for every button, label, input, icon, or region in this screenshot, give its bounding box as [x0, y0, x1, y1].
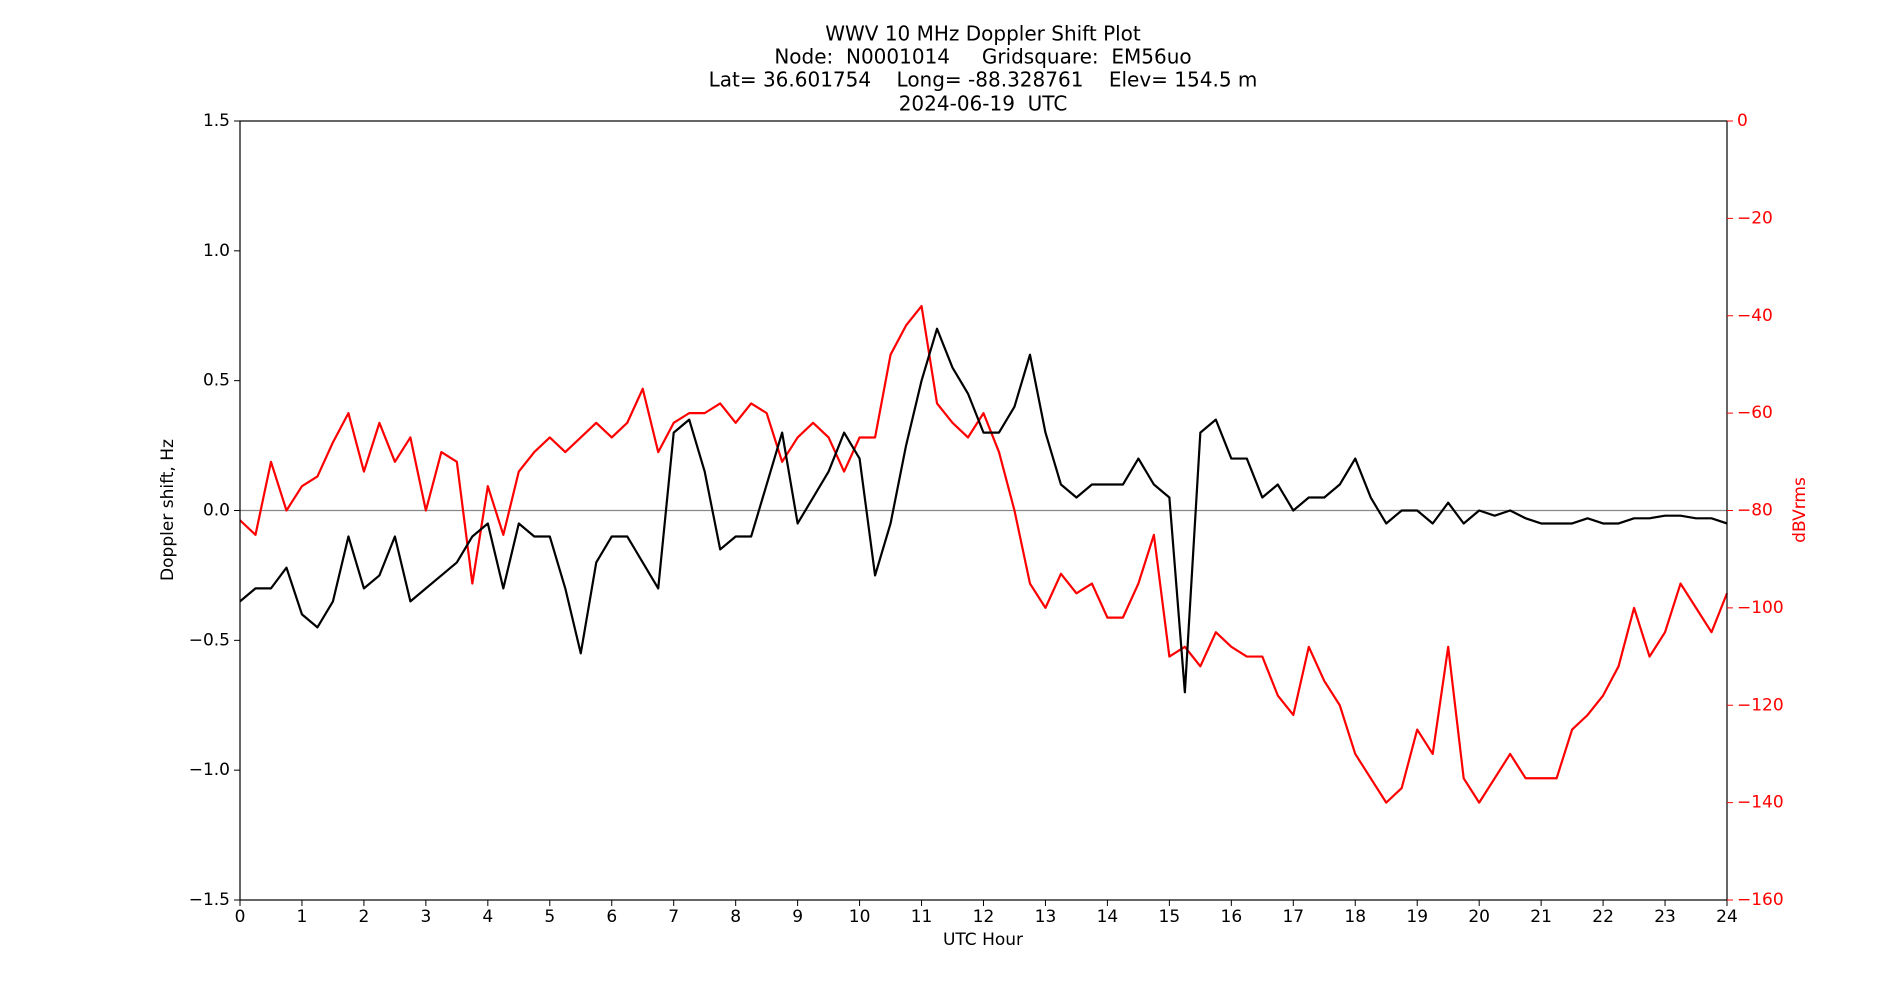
- y2-tick-label: −80: [1737, 501, 1773, 521]
- x-tick-label: 8: [730, 907, 741, 927]
- x-tick-label: 21: [1530, 907, 1552, 927]
- x-tick-label: 23: [1654, 907, 1676, 927]
- y-tick-label: −1.5: [189, 890, 230, 910]
- chart-subtitle: 2024-06-19 UTC: [899, 92, 1068, 116]
- y2-tick-label: −100: [1737, 598, 1784, 618]
- x-tick-label: 6: [606, 907, 617, 927]
- x-tick-label: 10: [849, 907, 871, 927]
- x-tick-label: 19: [1406, 907, 1428, 927]
- x-tick-label: 7: [668, 907, 679, 927]
- x-tick-label: 15: [1159, 907, 1181, 927]
- series-line: [239, 304, 1729, 804]
- x-tick-label: 16: [1221, 907, 1243, 927]
- y-tick-label: 0.0: [203, 501, 230, 521]
- x-tick-label: 13: [1035, 907, 1057, 927]
- y2-tick-label: −140: [1737, 793, 1784, 813]
- y-axis-label: Doppler shift, Hz: [158, 439, 178, 581]
- x-tick-label: 2: [359, 907, 370, 927]
- y2-tick-label: −40: [1737, 306, 1773, 326]
- x-tick-label: 17: [1282, 907, 1304, 927]
- y2-tick-label: −60: [1737, 403, 1773, 423]
- x-tick-label: 4: [482, 907, 493, 927]
- x-tick-label: 22: [1592, 907, 1614, 927]
- x-tick-label: 5: [544, 907, 555, 927]
- x-tick-label: 3: [420, 907, 431, 927]
- x-tick-label: 18: [1344, 907, 1366, 927]
- x-tick-label: 14: [1097, 907, 1119, 927]
- x-tick-label: 11: [911, 907, 933, 927]
- y2-tick-label: −20: [1737, 208, 1773, 228]
- x-tick-label: 24: [1716, 907, 1738, 927]
- y-tick-label: 1.5: [203, 111, 230, 131]
- y2-axis-label: dBVrms: [1790, 477, 1810, 543]
- y-tick-label: 0.5: [203, 371, 230, 391]
- series-line: [239, 327, 1728, 694]
- x-tick-label: 9: [792, 907, 803, 927]
- x-tick-label: 0: [235, 907, 246, 927]
- y-tick-label: −1.0: [189, 760, 230, 780]
- x-tick-label: 20: [1468, 907, 1490, 927]
- x-tick-label: 1: [297, 907, 308, 927]
- y2-tick-label: −120: [1737, 695, 1784, 715]
- y2-tick-label: −160: [1737, 890, 1784, 910]
- chart-title: WWV 10 MHz Doppler Shift Plot: [825, 22, 1141, 46]
- chart-subtitle: Lat= 36.601754 Long= -88.328761 Elev= 15…: [709, 68, 1258, 92]
- x-axis-label: UTC Hour: [943, 930, 1023, 950]
- y2-tick-label: 0: [1737, 111, 1748, 131]
- x-tick-label: 12: [973, 907, 995, 927]
- y-tick-label: −0.5: [189, 630, 230, 650]
- y-tick-label: 1.0: [203, 241, 230, 261]
- chart-subtitle: Node: N0001014 Gridsquare: EM56uo: [774, 45, 1191, 69]
